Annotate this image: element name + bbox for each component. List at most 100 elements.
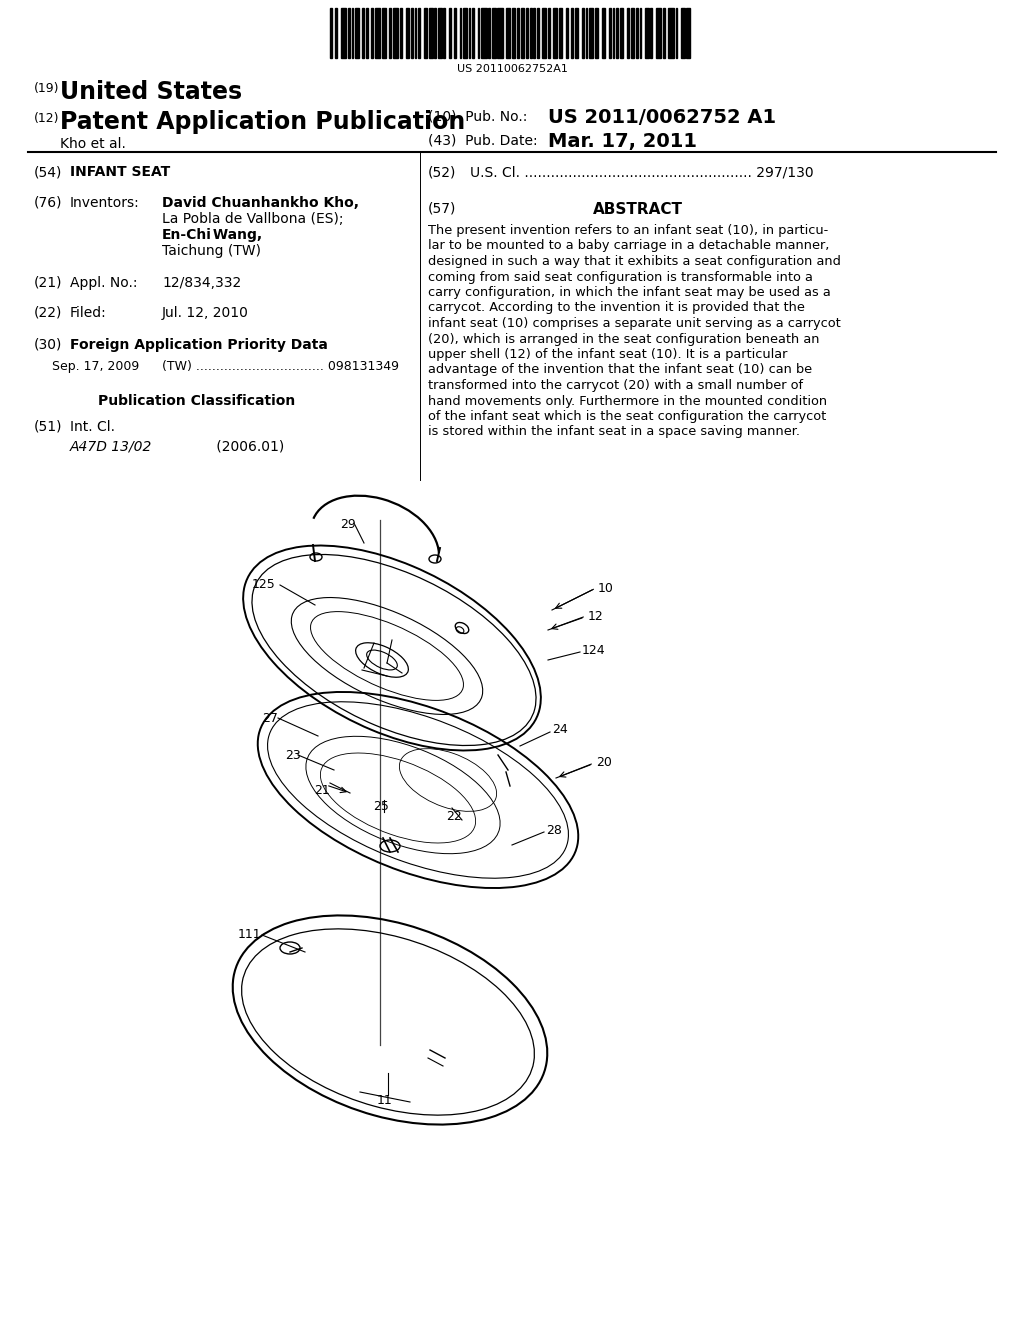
Text: ABSTRACT: ABSTRACT <box>593 202 683 216</box>
Bar <box>529 8 531 58</box>
Text: La Pobla de Vallbona (ES);: La Pobla de Vallbona (ES); <box>162 213 343 226</box>
Bar <box>574 8 579 58</box>
Bar <box>553 8 557 58</box>
Bar <box>449 8 451 58</box>
Bar <box>472 8 474 58</box>
Text: Inventors:: Inventors: <box>70 195 139 210</box>
Text: upper shell (12) of the infant seat (10). It is a particular: upper shell (12) of the infant seat (10)… <box>428 348 787 360</box>
Bar <box>595 8 598 58</box>
Bar <box>517 8 519 58</box>
Text: 111: 111 <box>238 928 261 941</box>
Text: (2006.01): (2006.01) <box>190 440 285 454</box>
Bar <box>566 8 567 58</box>
Bar <box>534 8 536 58</box>
Text: United States: United States <box>60 81 242 104</box>
Text: INFANT SEAT: INFANT SEAT <box>70 165 170 180</box>
Bar <box>429 8 432 58</box>
Text: designed in such a way that it exhibits a seat configuration and: designed in such a way that it exhibits … <box>428 255 841 268</box>
Text: (12): (12) <box>34 112 59 125</box>
Text: (21): (21) <box>34 276 62 290</box>
Text: infant seat (10) comprises a separate unit serving as a carrycot: infant seat (10) comprises a separate un… <box>428 317 841 330</box>
Bar <box>602 8 605 58</box>
Text: 20: 20 <box>596 756 612 770</box>
Text: US 20110062752A1: US 20110062752A1 <box>457 63 567 74</box>
Text: Wang,: Wang, <box>208 228 262 242</box>
Text: David Chuanhankho Kho,: David Chuanhankho Kho, <box>162 195 359 210</box>
Text: Publication Classification: Publication Classification <box>98 393 295 408</box>
Bar <box>415 8 417 58</box>
Bar <box>571 8 573 58</box>
Text: (52): (52) <box>428 165 457 180</box>
Text: (TW) ................................ 098131349: (TW) ................................ 09… <box>162 360 399 374</box>
Bar <box>469 8 470 58</box>
Text: advantage of the invention that the infant seat (10) can be: advantage of the invention that the infa… <box>428 363 812 376</box>
Bar <box>543 8 546 58</box>
Bar <box>631 8 634 58</box>
Bar <box>393 8 398 58</box>
Bar <box>616 8 618 58</box>
Bar <box>609 8 610 58</box>
Bar <box>341 8 346 58</box>
Bar <box>330 8 332 58</box>
Bar <box>406 8 410 58</box>
Bar <box>676 8 678 58</box>
Text: Jul. 12, 2010: Jul. 12, 2010 <box>162 306 249 319</box>
Text: Mar. 17, 2011: Mar. 17, 2011 <box>548 132 697 150</box>
Bar <box>351 8 353 58</box>
Text: 12: 12 <box>588 610 604 623</box>
Text: (54): (54) <box>34 165 62 180</box>
Text: transformed into the carrycot (20) with a small number of: transformed into the carrycot (20) with … <box>428 379 803 392</box>
Bar <box>498 8 503 58</box>
Bar <box>375 8 380 58</box>
Text: (10)  Pub. No.:: (10) Pub. No.: <box>428 110 527 124</box>
Bar <box>400 8 402 58</box>
Text: carrycot. According to the invention it is provided that the: carrycot. According to the invention it … <box>428 301 805 314</box>
Text: 11: 11 <box>377 1093 393 1106</box>
Text: hand movements only. Furthermore in the mounted condition: hand movements only. Furthermore in the … <box>428 395 827 408</box>
Text: of the infant seat which is the seat configuration the carrycot: of the infant seat which is the seat con… <box>428 411 826 422</box>
Text: (51): (51) <box>34 420 62 434</box>
Text: Foreign Application Priority Data: Foreign Application Priority Data <box>70 338 328 352</box>
Text: (20), which is arranged in the seat configuration beneath an: (20), which is arranged in the seat conf… <box>428 333 819 346</box>
Bar <box>548 8 550 58</box>
Bar <box>640 8 641 58</box>
Text: 23: 23 <box>285 748 301 762</box>
Bar <box>537 8 539 58</box>
Text: Kho et al.: Kho et al. <box>60 137 126 150</box>
Text: 22: 22 <box>446 809 462 822</box>
Bar <box>655 8 662 58</box>
Text: coming from said seat configuration is transformable into a: coming from said seat configuration is t… <box>428 271 813 284</box>
Text: (22): (22) <box>34 306 62 319</box>
Bar <box>460 8 462 58</box>
Text: En-Chi: En-Chi <box>162 228 212 242</box>
Bar <box>559 8 562 58</box>
Bar <box>366 8 368 58</box>
Text: (19): (19) <box>34 82 59 95</box>
Bar <box>650 8 652 58</box>
Bar <box>455 8 456 58</box>
Bar <box>488 8 490 58</box>
Bar <box>434 8 436 58</box>
Bar <box>636 8 638 58</box>
Text: 12/834,332: 12/834,332 <box>162 276 242 290</box>
Bar <box>663 8 665 58</box>
Text: 125: 125 <box>252 578 275 591</box>
Bar <box>424 8 427 58</box>
Text: Appl. No.:: Appl. No.: <box>70 276 137 290</box>
Bar <box>669 8 674 58</box>
Bar <box>582 8 584 58</box>
Text: Filed:: Filed: <box>70 306 106 319</box>
Bar <box>492 8 496 58</box>
Text: lar to be mounted to a baby carriage in a detachable manner,: lar to be mounted to a baby carriage in … <box>428 239 829 252</box>
Bar <box>589 8 593 58</box>
Bar <box>438 8 441 58</box>
Bar <box>507 8 510 58</box>
Bar <box>418 8 420 58</box>
Bar <box>389 8 391 58</box>
Text: Taichung (TW): Taichung (TW) <box>162 244 261 257</box>
Bar <box>686 8 690 58</box>
Bar <box>382 8 386 58</box>
Text: Sep. 17, 2009: Sep. 17, 2009 <box>52 360 139 374</box>
Bar <box>336 8 337 58</box>
Bar <box>348 8 350 58</box>
